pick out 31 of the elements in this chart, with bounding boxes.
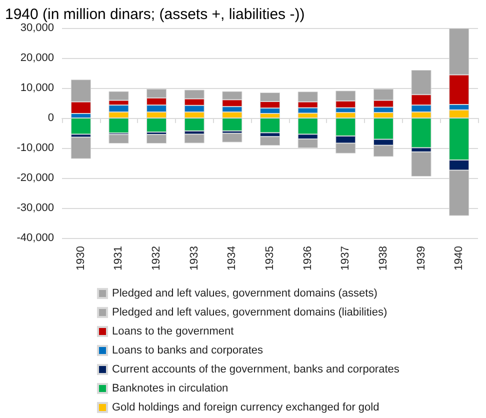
y-tick-label: 10,000 xyxy=(20,82,54,94)
legend-label: Current accounts of the government, banks and corporates xyxy=(112,364,400,376)
x-tick-label: 1934 xyxy=(226,246,238,270)
y-tick-label: -40,000 xyxy=(16,232,54,244)
legend-label: Pledged and left values, government domains (assets) xyxy=(112,288,378,300)
x-tick-label: 1940 xyxy=(453,246,466,270)
y-tick-label: -10,000 xyxy=(16,142,54,154)
x-tick-label: 1930 xyxy=(74,246,87,270)
y-tick-label: 30,000 xyxy=(20,22,54,34)
y-tick-label: 0 xyxy=(48,112,54,124)
x-tick-label: 1939 xyxy=(415,246,428,270)
x-tick-label: 1938 xyxy=(377,246,390,270)
bar xyxy=(184,134,204,144)
legend-label: Loans to banks and corporates xyxy=(112,344,264,356)
legend-label: Loans to the government xyxy=(112,326,234,338)
bar xyxy=(260,136,280,146)
y-tick-label: -30,000 xyxy=(16,202,54,214)
x-tick-label: 1931 xyxy=(112,246,125,270)
x-tick-label: 1937 xyxy=(340,246,352,270)
legend-label: Pledged and left values, government domains (liabilities) xyxy=(112,306,388,318)
y-tick-label: -20,000 xyxy=(16,172,54,184)
bar xyxy=(146,134,167,144)
x-tick-label: 1935 xyxy=(264,246,276,270)
y-tick-label: 20,000 xyxy=(20,52,54,64)
legend-label: Banknotes in circulation xyxy=(112,382,228,394)
legend-label: Gold holdings and foreign currency exchanged for gold xyxy=(112,402,380,414)
x-tick-label: 1932 xyxy=(150,246,163,270)
x-tick-label: 1933 xyxy=(188,246,200,270)
bar xyxy=(222,133,242,142)
chart-title: 1940 (in million dinars; (assets +, liabilities -)) xyxy=(5,6,305,23)
x-tick-label: 1936 xyxy=(302,246,314,270)
